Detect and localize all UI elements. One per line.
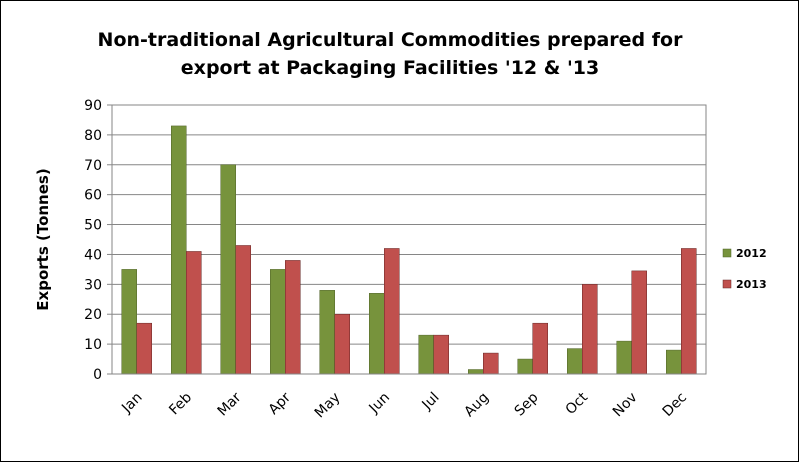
x-tick-label: Oct: [563, 389, 592, 418]
legend-swatch-2013: [722, 279, 732, 289]
x-tick-label: Feb: [166, 389, 195, 418]
bar-2013-nov: [631, 270, 647, 375]
bar-2012-aug: [468, 369, 484, 375]
bar-2012-sep: [517, 358, 533, 375]
x-tick-label: May: [312, 390, 344, 422]
y-tick-label: 30: [84, 277, 102, 293]
bar-2012-nov: [616, 340, 632, 375]
y-tick-label: 60: [84, 188, 102, 204]
bar-2013-aug: [483, 352, 499, 375]
bar-2013-jul: [433, 334, 449, 375]
y-tick-label: 80: [84, 128, 102, 144]
plot-area-border: [111, 104, 707, 375]
y-tick-label: 40: [84, 247, 102, 263]
x-tick-label: Mar: [215, 389, 245, 419]
x-tick-label: Jun: [366, 390, 393, 417]
x-tick-label: Jan: [118, 390, 145, 417]
y-tick-label: 50: [84, 218, 102, 234]
bar-2013-sep: [532, 322, 548, 375]
x-tick-label: Apr: [266, 389, 295, 418]
y-tick-label: 0: [93, 367, 102, 383]
y-tick-label: 20: [84, 307, 102, 323]
chart-title-line: Non-traditional Agricultural Commodities…: [98, 29, 684, 51]
y-axis-label: Exports (Tonnes): [34, 168, 52, 310]
y-tick-label: 10: [84, 337, 102, 353]
bar-2012-dec: [666, 349, 682, 375]
bar-2012-apr: [270, 269, 286, 375]
bars: [121, 125, 697, 375]
legend-label-2013: 2013: [736, 278, 767, 291]
x-tick-label: Dec: [660, 390, 690, 420]
legend: 2012 2013: [722, 247, 767, 291]
bar-2013-jan: [136, 322, 152, 375]
chart-title: Non-traditional Agricultural Commodities…: [98, 29, 684, 79]
bar-2013-apr: [285, 260, 301, 375]
x-tick-label: Jul: [419, 390, 443, 414]
legend-label-2012: 2012: [736, 247, 767, 260]
x-tick-label: Nov: [610, 390, 641, 421]
bar-2013-dec: [681, 248, 697, 375]
y-tick-label: 90: [84, 98, 102, 114]
bar-2012-jun: [369, 293, 385, 375]
bar-2012-jan: [121, 269, 137, 375]
bar-2013-feb: [186, 251, 202, 375]
axes: [111, 104, 707, 375]
bar-2012-jul: [418, 334, 434, 375]
bar-2012-oct: [567, 348, 583, 375]
bar-2012-may: [319, 290, 335, 375]
y-tick-label: 70: [84, 158, 102, 174]
chart-title-line: export at Packaging Facilities '12 & '13: [181, 57, 599, 79]
bar-2013-may: [334, 313, 350, 375]
bar-2012-feb: [171, 125, 187, 375]
legend-swatch-2012: [722, 248, 732, 258]
x-tick-label: Sep: [512, 389, 542, 419]
y-tick-labels: 0 10 20 30 40 50 60 70 80 90: [84, 98, 102, 383]
bar-2013-jun: [384, 248, 400, 375]
x-tick-labels: Jan Feb Mar Apr May Jun Jul Aug Sep Oct Nov Dec: [118, 389, 690, 421]
bar-2013-mar: [235, 245, 251, 375]
bar-2012-mar: [220, 164, 236, 375]
bar-2013-oct: [582, 284, 598, 375]
x-tick-label: Aug: [461, 390, 492, 421]
